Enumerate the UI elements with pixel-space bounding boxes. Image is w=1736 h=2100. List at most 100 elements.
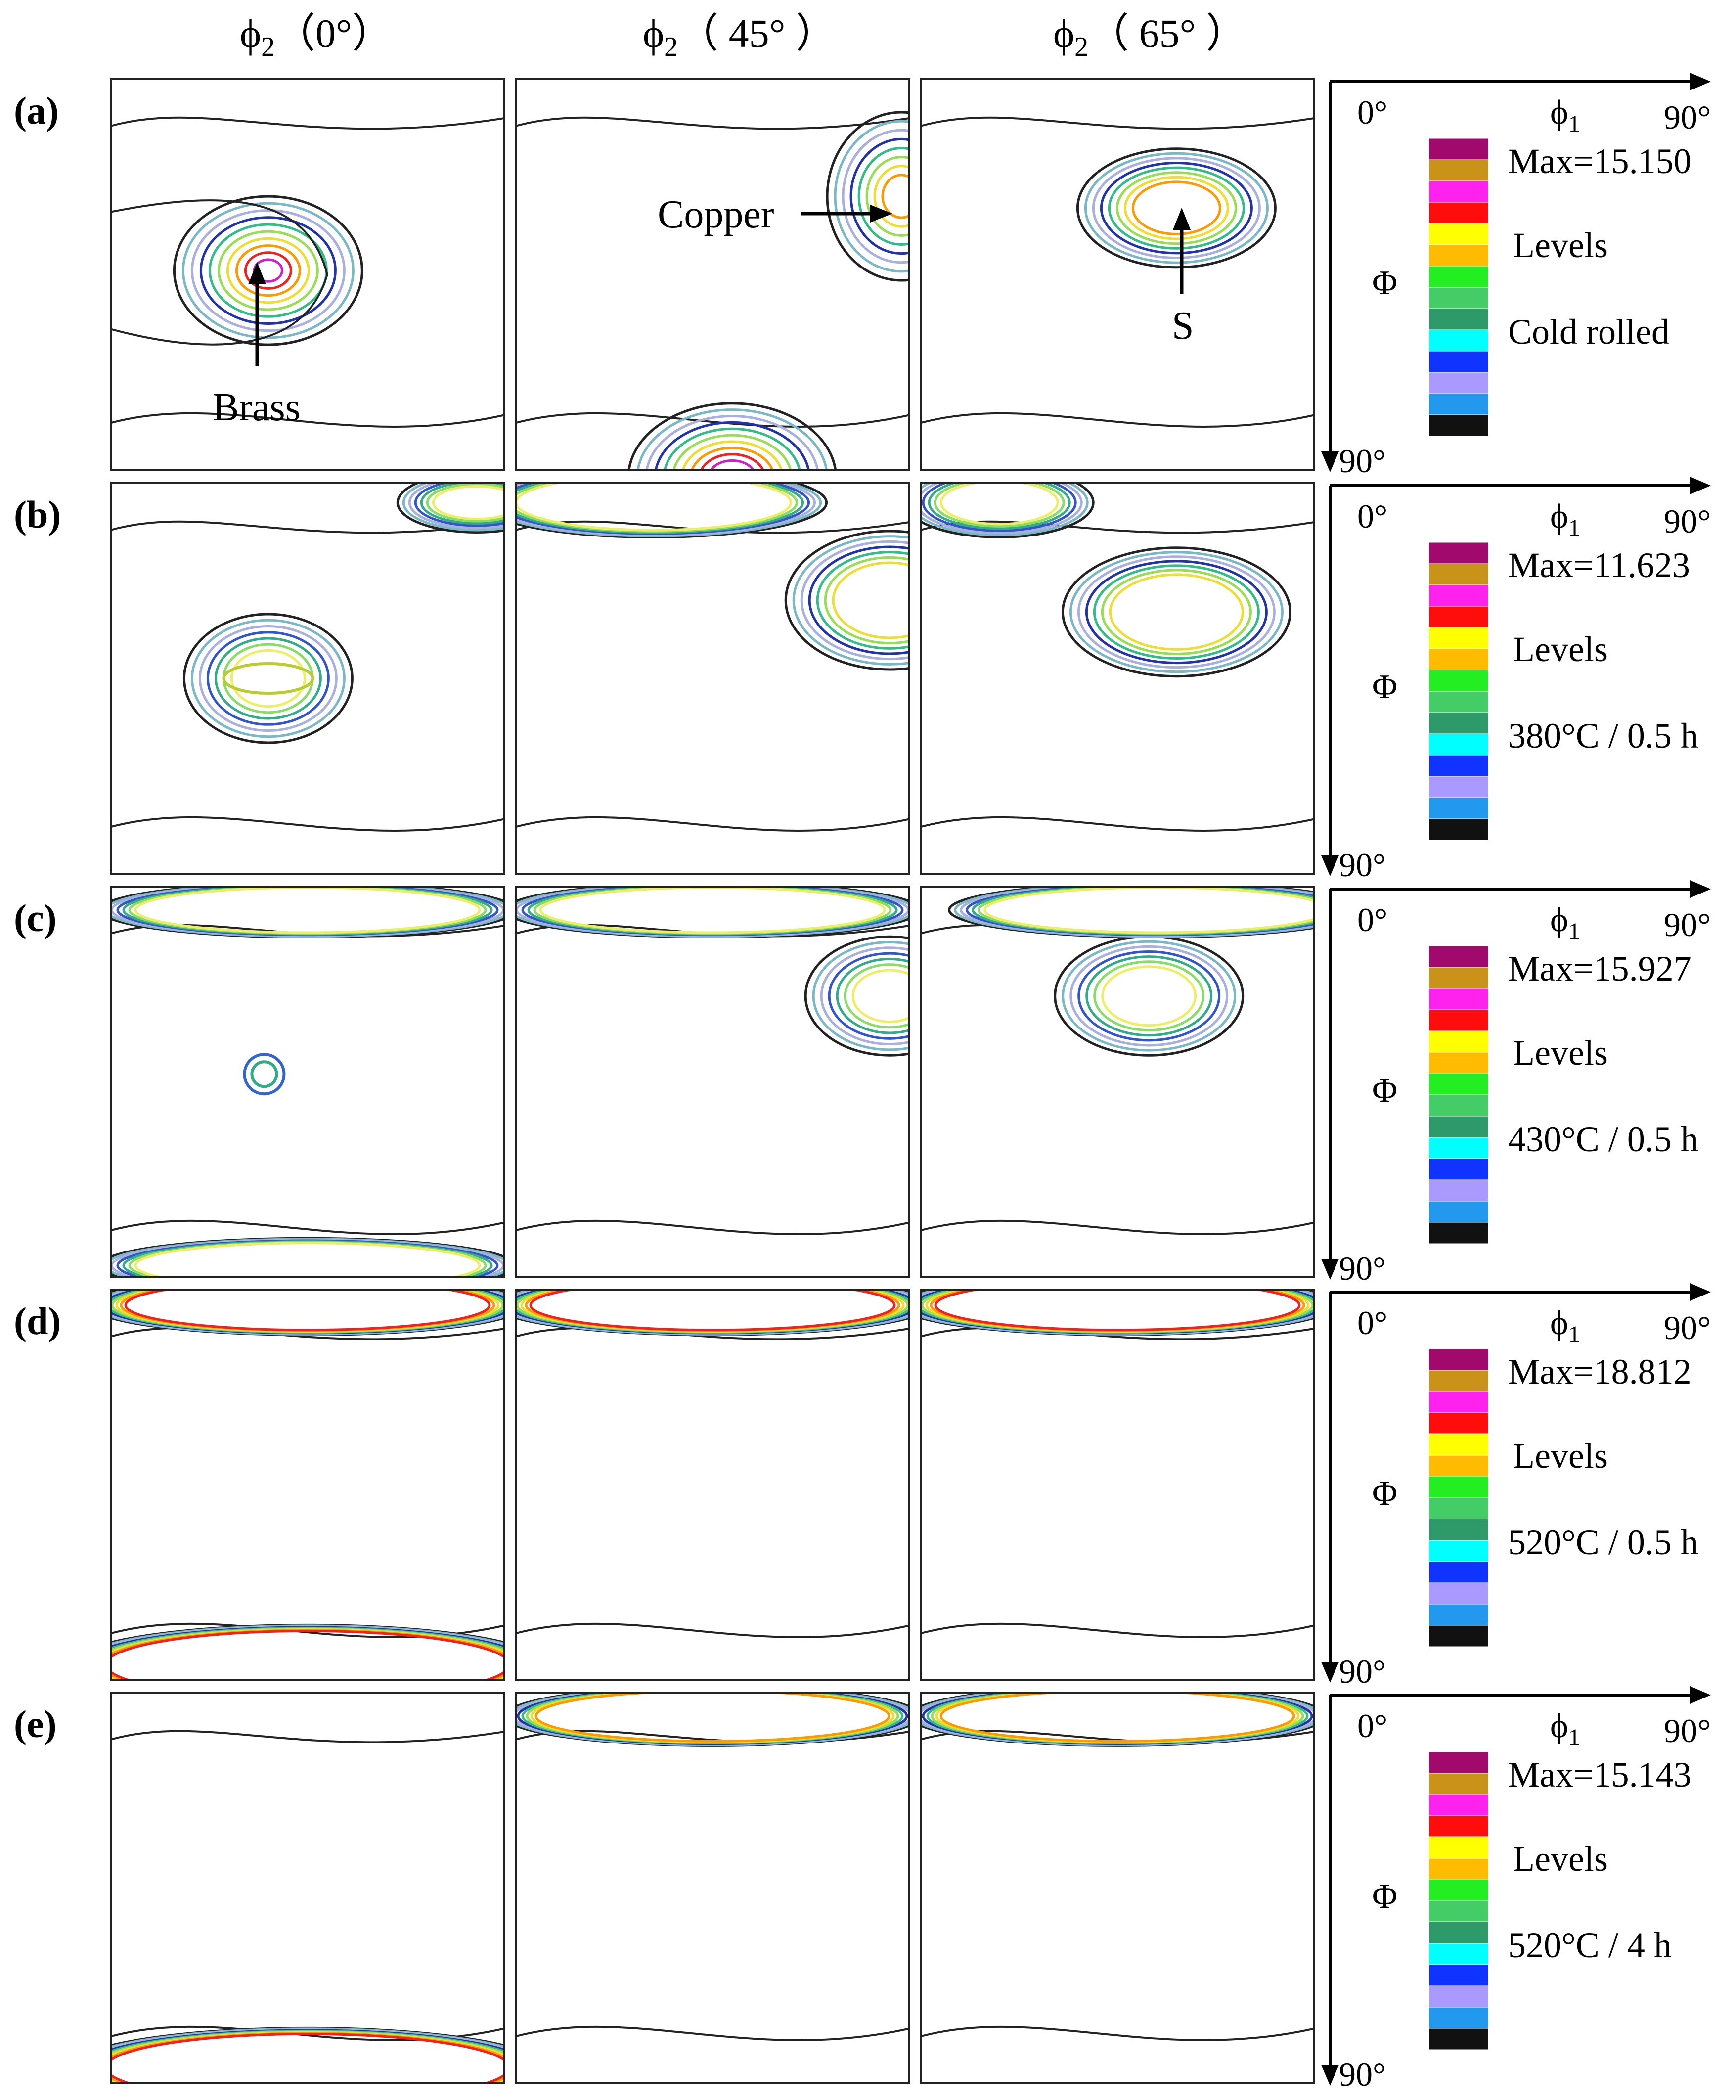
arrow-up-icon: [248, 262, 266, 284]
legend-swatch: [1428, 2028, 1489, 2050]
contour-group: [111, 116, 504, 428]
contour-line: [826, 111, 909, 282]
contour-line: [516, 483, 804, 534]
legend-swatch: [1428, 1052, 1489, 1074]
levels-label: Levels: [1513, 1436, 1608, 1475]
legend-swatch: [1428, 542, 1489, 564]
legend-swatch: [1428, 1348, 1489, 1371]
contour-line: [1093, 564, 1260, 660]
contour-line: [934, 1290, 1301, 1332]
legend-swatch: [1428, 1836, 1489, 1859]
legend-swatch: [1428, 1815, 1489, 1837]
contour-line: [636, 408, 828, 470]
contour-group: [516, 1693, 909, 2041]
axis-start-label: 0°: [1357, 1304, 1387, 1341]
contour-line: [111, 1629, 504, 1680]
contour-line: [857, 147, 909, 246]
contour-line: [534, 1693, 890, 1743]
contour-line: [516, 2025, 909, 2041]
phi1-label: ϕ1: [1550, 93, 1580, 137]
panel-frame: [515, 1692, 910, 2084]
panel-frame: [515, 886, 910, 1278]
contour-line: [1076, 147, 1277, 269]
contour-line: [1085, 955, 1213, 1037]
contour-line: [922, 483, 1077, 532]
contour-line: [134, 887, 481, 934]
phi-symbol: ϕ: [1550, 93, 1568, 132]
contour-line: [849, 137, 909, 255]
contour-line: [111, 520, 504, 534]
axis-key: 0° ϕ1 90° Φ 90° Max=15.150 Levels Cold rolled: [1321, 73, 1711, 480]
contour-line: [1069, 945, 1229, 1047]
column-angle: （0°）: [275, 11, 393, 56]
contour-group: [111, 887, 504, 1277]
contour-line: [928, 483, 1071, 530]
max-value: Max=15.927: [1508, 949, 1691, 988]
contour-group: [921, 483, 1314, 832]
contour-line: [1101, 569, 1252, 655]
contour-line: [865, 156, 909, 237]
contour-line: [824, 556, 909, 645]
panel-frame: [110, 78, 505, 471]
legend-swatch: [1428, 1030, 1489, 1053]
panel-frame: [920, 886, 1315, 1278]
legend-swatch: [1428, 287, 1489, 309]
contour-line: [812, 941, 909, 1051]
contour-line: [842, 129, 909, 264]
contour-line: [111, 2027, 504, 2049]
axis-key: 0° ϕ1 90° Φ 90° Max=11.623 Levels 380°C / 0.5 h: [1321, 477, 1711, 884]
contour-line: [808, 545, 909, 655]
axis-bottom-label: 90°: [1339, 2055, 1386, 2093]
contour-line: [1069, 551, 1284, 673]
legend-swatch: [1428, 202, 1489, 224]
contour-line: [1100, 162, 1253, 255]
contour-line: [820, 946, 909, 1046]
max-value: Max=15.143: [1508, 1755, 1691, 1794]
odf-panel: [515, 482, 910, 875]
contour-line: [516, 1219, 909, 1235]
contour-line: [420, 483, 504, 525]
legend-swatch: [1428, 712, 1489, 734]
legend-swatch: [1428, 584, 1489, 607]
contour-line: [243, 1053, 286, 1096]
axis-bottom-label: 90°: [1339, 442, 1386, 480]
panel-frame: [920, 78, 1315, 471]
levels-label: Levels: [1513, 629, 1608, 669]
panel-frame: [515, 482, 910, 875]
levels-label: Levels: [1513, 1839, 1608, 1878]
legend-swatch: [1428, 648, 1489, 670]
contour-line: [921, 483, 1083, 535]
column-header: ϕ2（0°）: [240, 11, 393, 62]
odf-panel: [920, 886, 1315, 1278]
contour-line: [939, 1693, 1295, 1743]
legend-swatch: [1428, 797, 1489, 819]
legend-swatch: [1428, 1455, 1489, 1477]
contour-line: [844, 963, 909, 1029]
condition-label: 520°C / 4 h: [1508, 1925, 1672, 1965]
odf-panel: [920, 1289, 1315, 1681]
contour-group: [111, 1730, 504, 2083]
levels-label: Levels: [1513, 1033, 1608, 1072]
phi-symbol: ϕ: [643, 11, 664, 56]
max-value: Max=15.150: [1508, 141, 1691, 181]
color-legend: [1428, 1348, 1489, 1647]
axis-key: 0° ϕ1 90° Φ 90° Max=18.812 Levels 520°C / 0.5 h: [1321, 1283, 1711, 1690]
contour-line: [1092, 157, 1261, 260]
levels-label: Levels: [1513, 225, 1608, 265]
contour-line: [1085, 560, 1268, 665]
brass-label: Brass: [213, 386, 301, 429]
odf-panel: [110, 482, 505, 875]
column-header: ϕ2（ 65° ）: [1053, 11, 1246, 62]
arrow-right-icon: [1690, 1686, 1711, 1704]
color-legend: [1428, 945, 1489, 1244]
color-legend: [1428, 138, 1489, 437]
contour-line: [222, 662, 314, 695]
contour-line: [111, 2032, 504, 2083]
legend-swatch: [1428, 1476, 1489, 1498]
contour-line: [627, 402, 837, 470]
contour-line: [250, 1060, 278, 1088]
legend-swatch: [1428, 2007, 1489, 2029]
legend-swatch: [1428, 393, 1489, 415]
contour-line: [645, 415, 819, 470]
legend-swatch: [1428, 755, 1489, 777]
